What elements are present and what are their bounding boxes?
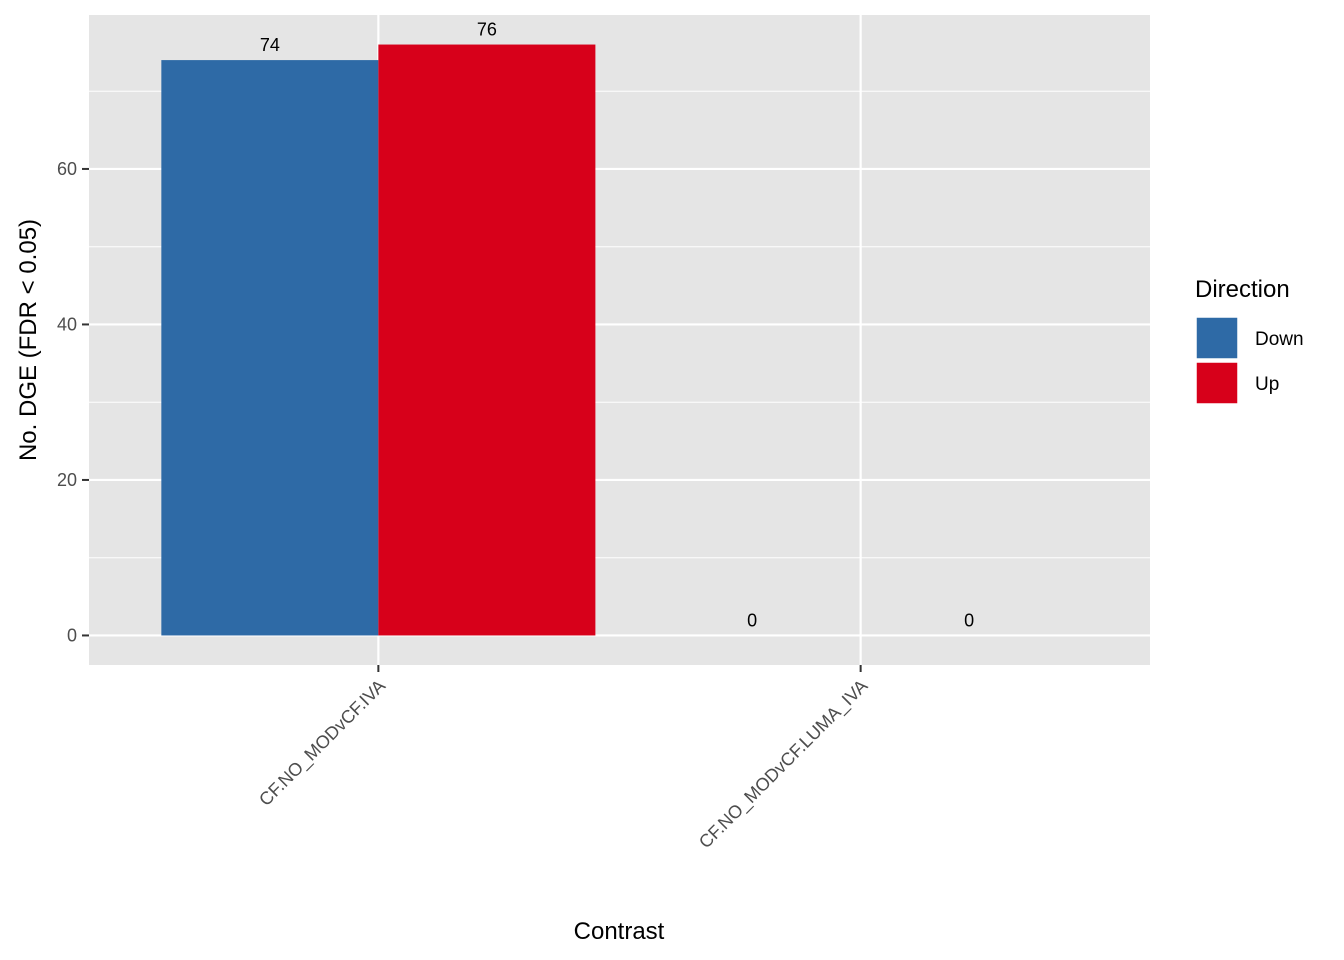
bar xyxy=(378,44,596,636)
x-tick-label: CF.NO_MODvCF.IVA xyxy=(255,676,390,811)
legend-key xyxy=(1195,316,1239,360)
y-tick-label: 40 xyxy=(57,314,77,334)
y-tick-label: 20 xyxy=(57,470,77,490)
y-axis-title: No. DGE (FDR < 0.05) xyxy=(15,219,42,461)
y-tick-label: 0 xyxy=(67,625,77,645)
data-label: 0 xyxy=(964,610,974,630)
data-label: 76 xyxy=(477,20,497,40)
legend-label: Up xyxy=(1255,374,1279,395)
x-axis-title: Contrast xyxy=(574,918,665,945)
legend-title: Direction xyxy=(1195,276,1290,303)
data-label: 0 xyxy=(747,610,757,630)
x-tick-label: CF.NO_MODvCF.LUMA_IVA xyxy=(695,676,872,853)
legend-label: Down xyxy=(1255,329,1304,350)
data-label: 74 xyxy=(260,35,280,55)
bar xyxy=(161,60,379,636)
y-tick-label: 60 xyxy=(57,159,77,179)
legend-key xyxy=(1195,361,1239,405)
